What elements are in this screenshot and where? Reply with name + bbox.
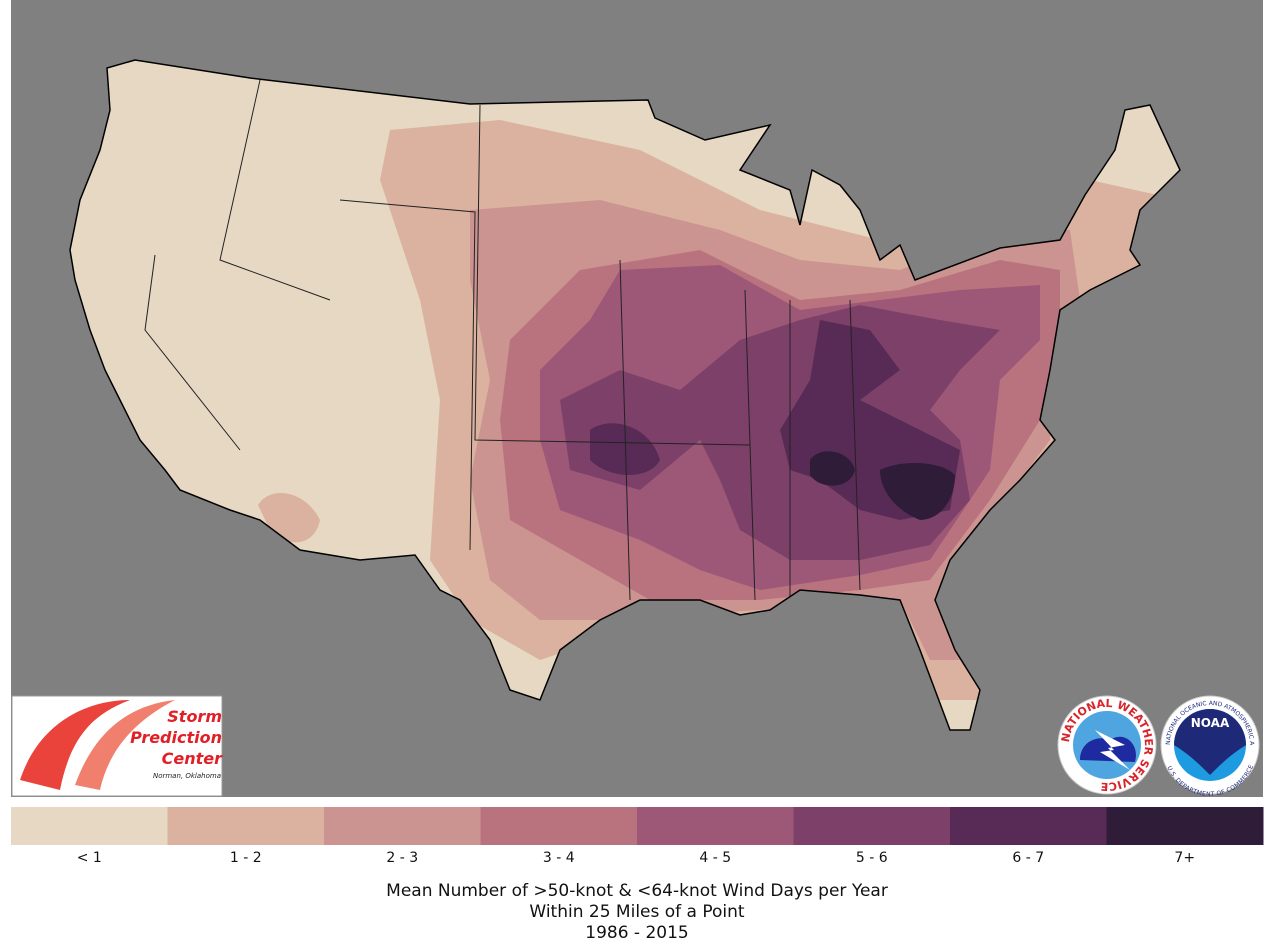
legend-swatch [480,807,638,845]
spc-text: Storm [167,707,222,726]
border [619,259,631,601]
legend-label: 5 - 6 [856,850,888,866]
map-title: Within 25 Miles of a Point [529,902,745,922]
legend-label: 7+ [1174,850,1195,866]
legend-label: 1 - 2 [230,850,262,866]
nws-logo: NATIONAL WEATHER SERVICE [1057,695,1157,795]
legend-label: 3 - 4 [543,850,575,866]
border [219,79,331,301]
nws-cloud [1080,736,1136,762]
map-title: Mean Number of >50-knot & <64-knot Wind … [386,881,888,901]
legend-label: 4 - 5 [699,850,731,866]
legend-swatch [167,807,325,845]
spc-swoosh [75,700,175,790]
border [744,289,756,601]
noaa-name: NOAA [1191,716,1230,730]
intensity-area [810,451,955,520]
legend-label: 2 - 3 [386,850,418,866]
spc-logo: Storm Prediction Center Norman, Oklahoma [11,695,223,797]
intensity-area [590,320,960,520]
legend-label: 6 - 7 [1012,850,1044,866]
legend-swatch [11,807,168,845]
nws-bolt [1095,730,1130,770]
border [144,254,241,451]
legend-swatch [637,807,794,845]
spc-text: Prediction [130,728,222,747]
legend: < 1 1 - 2 2 - 3 3 - 4 4 - 5 5 - 6 6 - 7 7+ [11,807,1264,866]
legend-swatch [793,807,951,845]
legend-label: < 1 [77,850,102,866]
legend-swatch [1106,807,1264,845]
noaa-bird [1174,709,1246,775]
border [849,299,861,591]
spc-place: Norman, Oklahoma [153,772,221,780]
legend-swatch [324,807,481,845]
spc-swoosh [20,700,130,790]
border [339,199,476,551]
spc-text: Center [162,749,223,768]
border [474,104,751,446]
legend-swatch [950,807,1107,845]
map-title: 1986 - 2015 [585,923,688,942]
